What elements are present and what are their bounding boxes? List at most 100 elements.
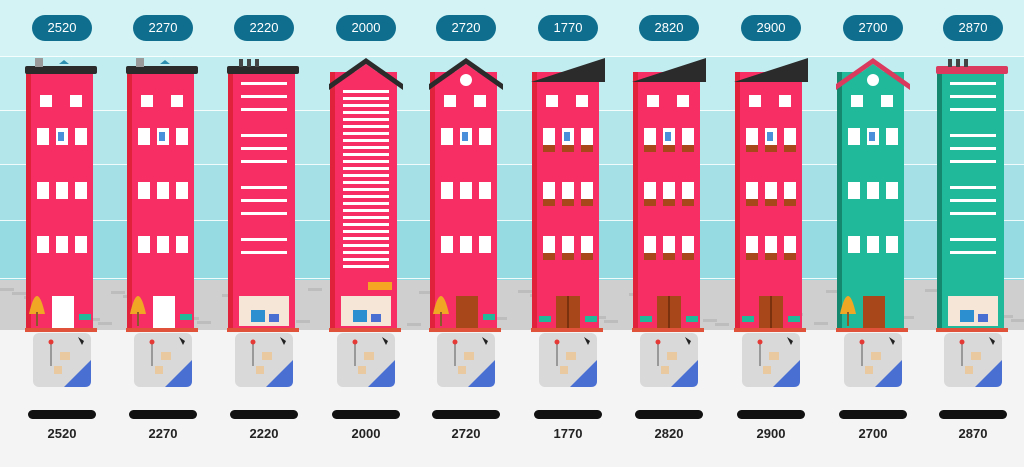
water-area [671, 360, 698, 387]
bird-icon [59, 60, 69, 64]
window-stripe [343, 146, 389, 149]
shop-item [371, 314, 381, 322]
window-stripe [343, 104, 389, 107]
window [75, 182, 87, 199]
window [543, 128, 555, 145]
street-brick [308, 288, 322, 291]
valve-icon [149, 339, 155, 345]
window [171, 95, 183, 107]
crate-icon [769, 352, 779, 360]
roof [227, 66, 299, 74]
value-label: 2700 [858, 426, 888, 441]
curtain [564, 132, 570, 141]
window [543, 236, 555, 253]
door [153, 296, 175, 328]
bush-icon [686, 316, 698, 322]
tree-trunk [137, 312, 139, 326]
crate-icon [364, 352, 374, 360]
water-area [368, 360, 395, 387]
window-shutter [784, 199, 796, 206]
tree-icon [840, 296, 856, 314]
window-stripe [950, 160, 996, 163]
pipe [252, 340, 254, 366]
pipe [556, 340, 558, 366]
roof [632, 58, 706, 82]
window-stripe [950, 238, 996, 241]
window [37, 182, 49, 199]
window-shutter [644, 199, 656, 206]
water-area [165, 360, 192, 387]
window [746, 182, 758, 199]
door [52, 296, 74, 328]
pipe [961, 340, 963, 366]
window-stripe [950, 95, 996, 98]
window [848, 236, 860, 253]
sidewalk-curb [25, 328, 97, 332]
window-stripe [343, 125, 389, 128]
window-stripe [343, 97, 389, 100]
window [176, 182, 188, 199]
window-shutter [562, 199, 574, 206]
window-stripe [343, 209, 389, 212]
window-shutter [765, 145, 777, 152]
window-stripe [343, 188, 389, 191]
window [765, 236, 777, 253]
crate-icon [256, 366, 264, 374]
building-side [330, 72, 336, 330]
window-stripe [241, 147, 287, 150]
grid-line [0, 56, 1024, 57]
tree-trunk [36, 312, 38, 326]
value-badge: 2000 [336, 15, 396, 41]
window-shutter [562, 253, 574, 260]
window-stripe [343, 244, 389, 247]
street-brick [814, 322, 828, 325]
valve-icon [250, 339, 256, 345]
crack-icon [179, 337, 185, 345]
window-stripe [343, 251, 389, 254]
window-stripe [950, 186, 996, 189]
window-shutter [746, 145, 758, 152]
sidewalk-curb [936, 328, 1008, 332]
crate-icon [464, 352, 474, 360]
bush-icon [585, 316, 597, 322]
tree-icon [433, 296, 449, 314]
window-shutter [644, 253, 656, 260]
chimney [948, 59, 952, 67]
street-brick [419, 291, 433, 294]
street-brick [999, 315, 1013, 318]
shop-item [978, 314, 988, 322]
valve-icon [452, 339, 458, 345]
curtain [58, 132, 64, 141]
building-6 [531, 58, 605, 387]
chimney [956, 59, 960, 67]
crate-icon [965, 366, 973, 374]
building-10 [936, 59, 1008, 387]
bush-icon [483, 314, 495, 320]
crate-icon [871, 352, 881, 360]
crate-icon [560, 366, 568, 374]
crack-icon [280, 337, 286, 345]
window-stripe [241, 199, 287, 202]
street-brick [900, 316, 914, 319]
redacted-name [839, 410, 907, 419]
window [644, 128, 656, 145]
sidewalk-curb [429, 328, 501, 332]
sidewalk-curb [836, 328, 908, 332]
valve-icon [959, 339, 965, 345]
building-side [532, 72, 538, 330]
window-stripe [241, 108, 287, 111]
bush-icon [180, 314, 192, 320]
window-stripe [343, 202, 389, 205]
chimney [239, 59, 243, 67]
building-facade [132, 72, 194, 330]
window-stripe [343, 160, 389, 163]
crate-icon [458, 366, 466, 374]
street-brick [826, 290, 840, 293]
crack-icon [78, 337, 84, 345]
redacted-name [737, 410, 805, 419]
window [460, 236, 472, 253]
window [784, 128, 796, 145]
window-stripe [241, 82, 287, 85]
window [784, 236, 796, 253]
